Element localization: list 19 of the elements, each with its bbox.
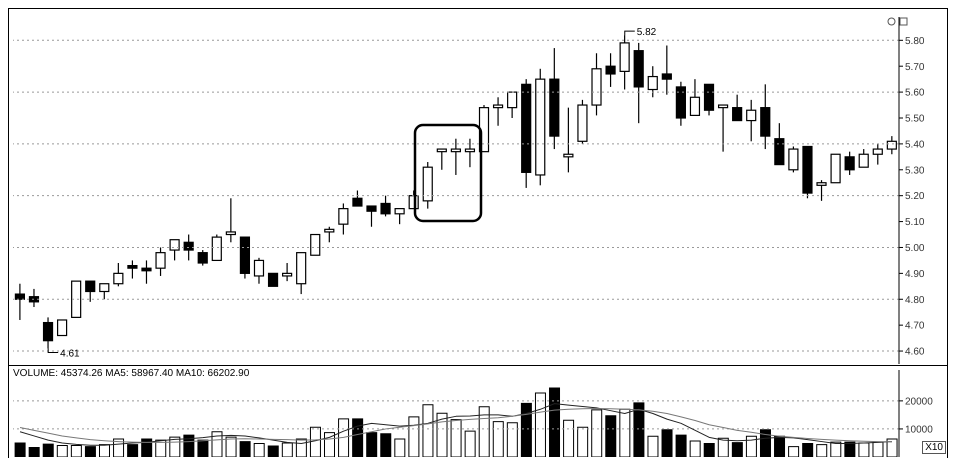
y-tick-label: 4.80 <box>905 294 925 306</box>
y-tick-label: 5.20 <box>905 191 925 202</box>
annotation: 5.82 <box>636 27 657 38</box>
annotation: VOLUME: 45374.26 MA5: 58967.40 MA10: 66202.90 <box>13 368 250 379</box>
y-tick-label: 20000 <box>905 396 934 408</box>
y-tick-label: 5.30 <box>905 165 925 176</box>
y-tick-label: 4.60 <box>905 346 925 358</box>
text: X10 <box>922 441 946 454</box>
y-tick-label: 5.60 <box>905 88 925 99</box>
y-tick-label: 4.90 <box>905 268 925 280</box>
y-tick-label: 4.70 <box>905 320 925 332</box>
annotation: 4.61 <box>60 348 80 360</box>
y-tick-label: 5.10 <box>905 217 925 228</box>
y-tick-label: 5.00 <box>905 243 925 254</box>
y-tick-label: 5.70 <box>905 62 925 73</box>
y-tick-label: 5.40 <box>905 139 925 150</box>
y-tick-label: 10000 <box>905 424 934 436</box>
y-tick-label: 5.80 <box>905 36 925 47</box>
y-tick-label: 5.50 <box>905 114 925 125</box>
